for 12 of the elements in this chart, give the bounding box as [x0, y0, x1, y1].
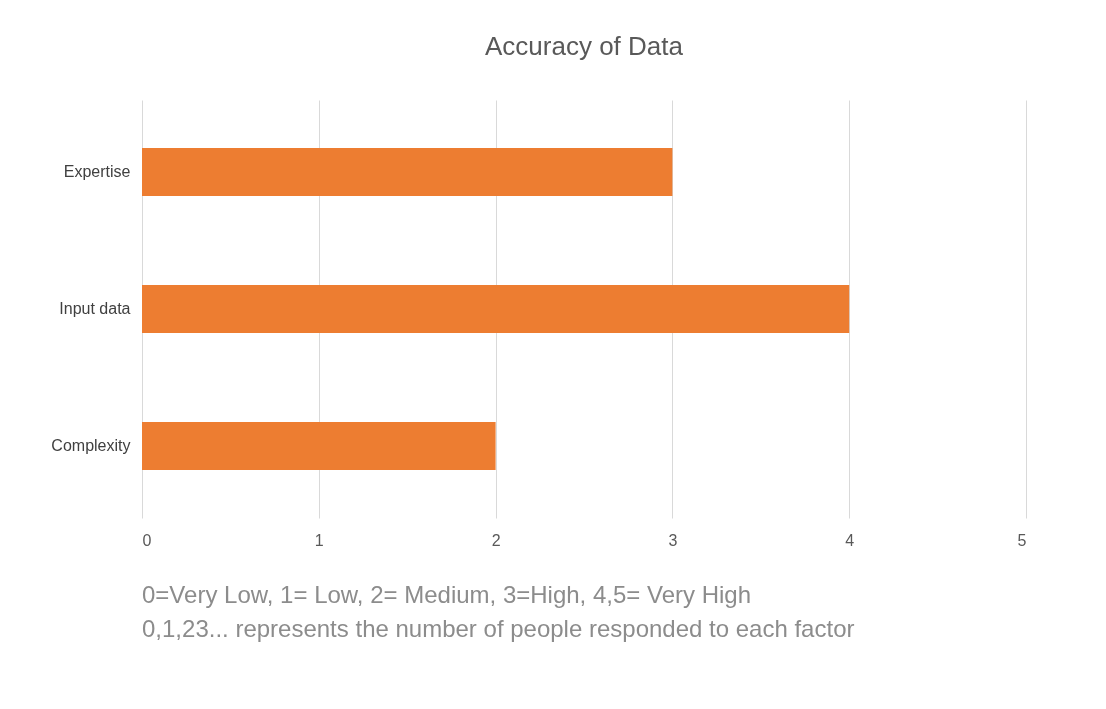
- x-tick-label: 0: [142, 531, 152, 549]
- y-tick-label: Complexity: [51, 437, 131, 455]
- y-tick-label: Expertise: [63, 162, 131, 180]
- x-tick-label: 2: [491, 531, 501, 549]
- x-tick-label: 4: [845, 531, 855, 549]
- text: 0=Very Low, 1= Low, 2= Medium, 3=High, 4,5= Very High: [142, 580, 753, 610]
- text: 0,1,23... represents the number of people responded to each factor: [142, 614, 855, 644]
- chart-title: Accuracy of Data: [485, 31, 684, 61]
- x-tick-label: 5: [1017, 531, 1027, 549]
- y-tick-label: Input data: [59, 300, 131, 317]
- x-tick-label: 3: [668, 531, 678, 549]
- x-tick-label: 1: [314, 531, 324, 549]
